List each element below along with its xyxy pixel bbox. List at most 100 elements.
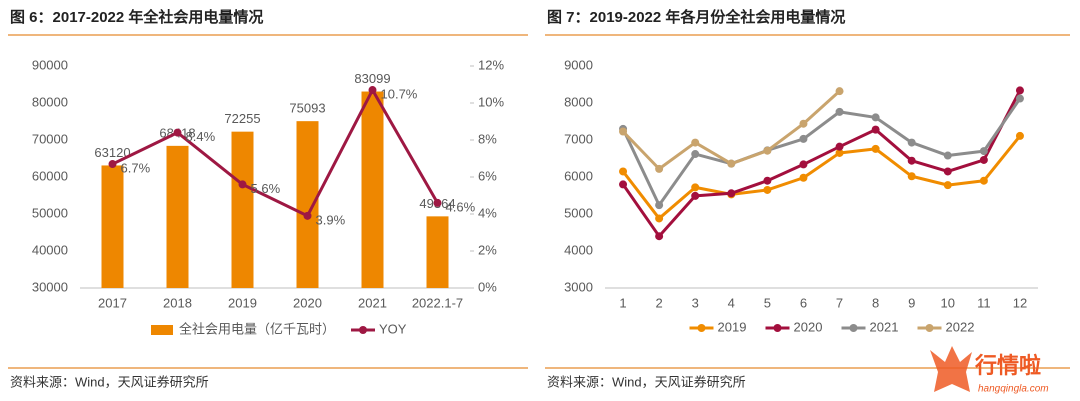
- legend-marker: [359, 326, 367, 334]
- y2-tick-label: 2%: [478, 242, 497, 257]
- series-line: [621, 89, 1022, 238]
- data-label: 72255: [224, 111, 260, 126]
- y-tick-label: 5000: [564, 205, 593, 220]
- point-marker: [943, 181, 952, 190]
- data-label: 4.6%: [446, 199, 476, 214]
- data-label: 63120: [94, 145, 130, 160]
- legend-marker: [925, 324, 934, 332]
- bar: [231, 131, 254, 288]
- legend-marker: [773, 324, 782, 332]
- point-marker: [979, 176, 988, 185]
- series-line: [621, 90, 841, 171]
- y-tick-label: 30000: [32, 279, 68, 294]
- legend-label: 2021: [870, 319, 899, 334]
- point-marker: [238, 180, 247, 189]
- point-marker: [108, 160, 117, 169]
- chart-title: 图 6：2017-2022 年全社会用电量情况: [10, 8, 263, 26]
- x-tick-label: 2: [656, 295, 663, 310]
- point-marker: [835, 142, 844, 151]
- point-marker: [799, 119, 808, 128]
- x-tick-label: 4: [728, 295, 735, 310]
- legend-label: 2019: [718, 319, 747, 334]
- x-tick-label: 2021: [358, 295, 387, 310]
- y2-tick-label: 0%: [478, 279, 497, 294]
- chart-title: 图 7：2019-2022 年各月份全社会用电量情况: [547, 8, 845, 26]
- legend-label: 全社会用电量（亿千瓦时）: [179, 321, 335, 336]
- point-marker: [691, 150, 700, 159]
- y-tick-label: 4000: [564, 242, 593, 257]
- legend-label: 2022: [946, 319, 975, 334]
- data-label: 75093: [289, 101, 325, 116]
- y-tick-label: 40000: [32, 242, 68, 257]
- legend-marker: [697, 324, 706, 332]
- y-tick-label: 60000: [32, 168, 68, 183]
- point-marker: [979, 147, 988, 156]
- bar: [166, 145, 189, 288]
- legend-label: YOY: [379, 321, 407, 336]
- data-label: 83099: [354, 71, 390, 86]
- point-marker: [655, 214, 664, 223]
- point-marker: [1015, 86, 1024, 95]
- point-marker: [655, 164, 664, 173]
- series-line: [621, 97, 1022, 207]
- point-marker: [871, 125, 880, 134]
- x-tick-label: 2019: [228, 295, 257, 310]
- point-marker: [907, 138, 916, 147]
- bar: [361, 91, 384, 289]
- data-label: 5.6%: [251, 181, 281, 196]
- data-label: 6.7%: [121, 160, 151, 175]
- point-marker: [835, 87, 844, 96]
- point-marker: [979, 155, 988, 164]
- point-marker: [173, 128, 182, 137]
- point-marker: [655, 201, 664, 210]
- point-marker: [433, 198, 442, 207]
- point-marker: [943, 151, 952, 160]
- point-marker: [907, 172, 916, 181]
- x-tick-label: 2018: [163, 295, 192, 310]
- bar: [296, 121, 319, 288]
- bar: [101, 165, 124, 288]
- point-marker: [907, 156, 916, 165]
- x-tick-label: 5: [764, 295, 771, 310]
- y2-tick-label: 10%: [478, 94, 504, 109]
- point-marker: [727, 189, 736, 198]
- watermark-url: hangqingla.com: [978, 384, 1049, 395]
- point-marker: [619, 180, 628, 189]
- legend-label: 2020: [794, 319, 823, 334]
- y-tick-label: 7000: [564, 131, 593, 146]
- point-marker: [871, 113, 880, 122]
- watermark-logo: [930, 346, 972, 392]
- source: 资料来源：Wind，天风证券研究所: [547, 374, 746, 389]
- point-marker: [799, 134, 808, 143]
- point-marker: [303, 211, 312, 220]
- y-tick-label: 90000: [32, 57, 68, 72]
- data-label: 3.9%: [316, 212, 346, 227]
- point-marker: [1015, 94, 1024, 103]
- x-tick-label: 2017: [98, 295, 127, 310]
- point-marker: [368, 86, 377, 95]
- point-marker: [799, 173, 808, 182]
- y-tick-label: 9000: [564, 57, 593, 72]
- point-marker: [727, 159, 736, 168]
- y-tick-label: 50000: [32, 205, 68, 220]
- bar: [426, 216, 449, 288]
- y2-tick-label: 6%: [478, 168, 497, 183]
- x-tick-label: 12: [1013, 295, 1027, 310]
- y2-tick-label: 8%: [478, 131, 497, 146]
- x-tick-label: 2020: [293, 295, 322, 310]
- point-marker: [871, 144, 880, 153]
- legend-marker: [849, 324, 858, 332]
- x-tick-label: 3: [692, 295, 699, 310]
- point-marker: [799, 160, 808, 169]
- x-tick-label: 1: [619, 295, 626, 310]
- x-tick-label: 8: [872, 295, 879, 310]
- y-tick-label: 6000: [564, 168, 593, 183]
- x-tick-label: 6: [800, 295, 807, 310]
- point-marker: [763, 146, 772, 155]
- point-marker: [691, 138, 700, 147]
- legend-swatch: [151, 325, 173, 335]
- point-marker: [763, 176, 772, 185]
- point-marker: [655, 232, 664, 241]
- point-marker: [691, 183, 700, 192]
